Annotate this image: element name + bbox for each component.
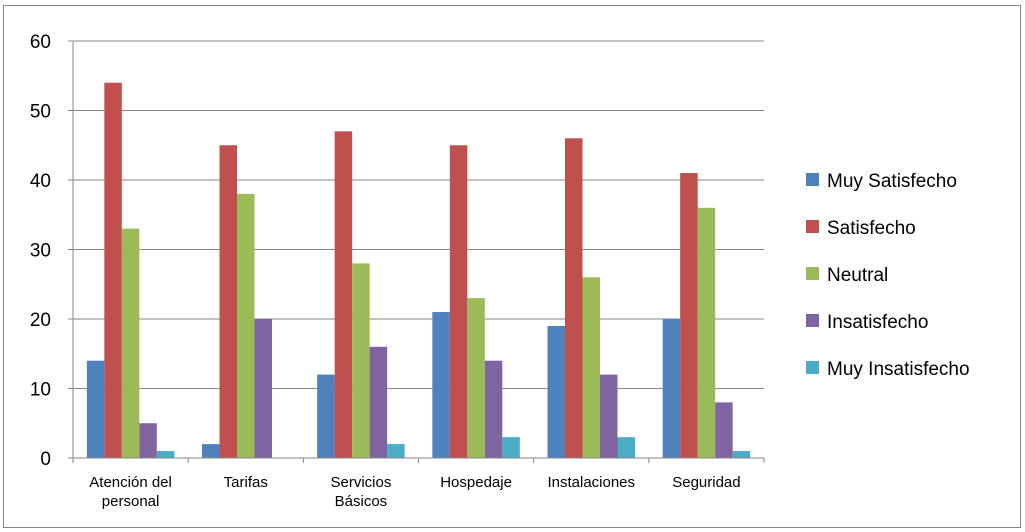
bar (369, 346, 388, 458)
y-tick-label: 60 (30, 32, 51, 53)
legend: Muy Satisfecho Satisfecho Neutral Insatisfe… (806, 171, 970, 380)
bar (680, 173, 698, 459)
legend-swatch (806, 361, 819, 374)
bar (156, 451, 175, 458)
legend-label: Neutral (827, 265, 888, 286)
bar (432, 312, 450, 458)
bar (352, 263, 370, 458)
bar (387, 444, 405, 458)
y-tick-label: 0 (40, 449, 51, 470)
legend-swatch (806, 314, 819, 327)
x-category-labels: Atención del personal Tarifas Servicios Bási… (89, 474, 740, 510)
bar (732, 451, 751, 458)
bar (502, 437, 520, 458)
bar (317, 374, 335, 458)
bar (547, 325, 565, 458)
y-tick-label: 20 (30, 310, 51, 331)
x-category-label: personal (102, 493, 160, 510)
y-tick-label: 10 (30, 380, 51, 401)
bar (715, 402, 733, 458)
bar (449, 145, 468, 458)
bars (86, 82, 751, 459)
x-category-label: Hospedaje (440, 474, 512, 491)
bar (219, 145, 237, 458)
bar (86, 360, 105, 458)
bar (617, 437, 635, 458)
y-tick-label: 50 (30, 102, 51, 123)
x-category-label: Atención del (89, 474, 172, 491)
bar (237, 193, 255, 458)
y-tick-labels: 0 10 20 30 40 50 60 (30, 32, 51, 470)
legend-swatch (806, 173, 819, 186)
legend-swatch (806, 267, 819, 280)
y-tick-label: 30 (30, 241, 51, 262)
x-category-label: Seguridad (672, 474, 740, 491)
bar (484, 360, 503, 458)
x-category-label: Instalaciones (547, 474, 635, 491)
bar (202, 444, 220, 458)
bar (334, 131, 353, 458)
bar (565, 138, 583, 459)
legend-label: Insatisfecho (827, 312, 928, 333)
legend-swatch (806, 220, 819, 233)
x-category-label: Básicos (335, 493, 388, 510)
legend-label: Muy Satisfecho (827, 171, 957, 192)
legend-label: Muy Insatisfecho (827, 359, 970, 380)
x-category-label: Servicios (330, 474, 391, 491)
bar (467, 298, 485, 458)
bar (582, 277, 600, 458)
bar (139, 423, 157, 458)
gridlines (73, 40, 764, 389)
legend-label: Satisfecho (827, 218, 916, 239)
x-category-label: Tarifas (224, 474, 268, 491)
bar (121, 228, 140, 458)
axes (68, 40, 765, 463)
bar (697, 207, 716, 458)
bar (104, 82, 122, 458)
y-tick-label: 40 (30, 171, 51, 192)
bar (600, 374, 618, 458)
bar (662, 319, 681, 458)
bar (254, 319, 272, 458)
